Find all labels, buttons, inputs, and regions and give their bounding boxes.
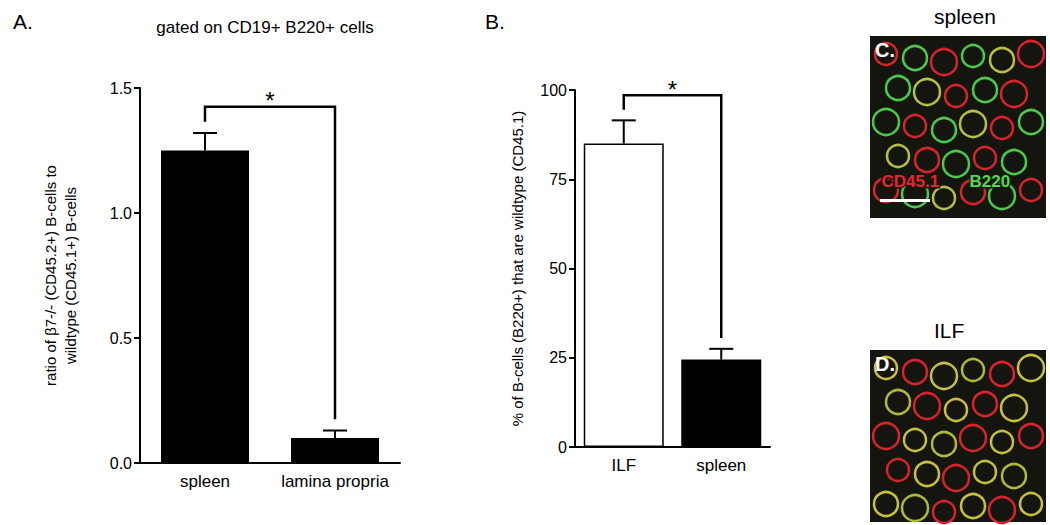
svg-text:75: 75 — [549, 171, 567, 188]
svg-text:0: 0 — [558, 439, 567, 456]
svg-text:*: * — [265, 87, 274, 114]
svg-text:spleen: spleen — [180, 472, 230, 491]
svg-text:ratio of β7-/- (CD45.2+) B-cel: ratio of β7-/- (CD45.2+) B-cells to — [42, 165, 59, 386]
svg-text:D.: D. — [875, 353, 895, 375]
svg-text:*: * — [668, 76, 677, 103]
svg-text:wildtype (CD45.1+) B-cells: wildtype (CD45.1+) B-cells — [62, 187, 79, 365]
svg-text:spleen: spleen — [934, 5, 996, 28]
svg-text:% of B-cells (B220+) that are: % of B-cells (B220+) that are wildtype (… — [509, 111, 526, 427]
svg-text:gated on CD19+ B220+ cells: gated on CD19+ B220+ cells — [156, 18, 373, 37]
svg-text:0.0: 0.0 — [110, 455, 132, 472]
svg-text:ILF: ILF — [934, 319, 964, 342]
svg-text:lamina propria: lamina propria — [281, 472, 389, 491]
svg-text:B.: B. — [485, 10, 505, 33]
svg-text:100: 100 — [540, 82, 567, 99]
svg-text:25: 25 — [549, 349, 567, 366]
svg-text:C.: C. — [875, 39, 895, 61]
svg-text:A.: A. — [13, 10, 33, 33]
svg-text:0.5: 0.5 — [110, 330, 132, 347]
svg-text:50: 50 — [549, 260, 567, 277]
svg-text:1.0: 1.0 — [110, 205, 132, 222]
svg-text:ILF: ILF — [611, 456, 636, 475]
svg-text:B220: B220 — [970, 172, 1011, 191]
svg-text:1.5: 1.5 — [110, 80, 132, 97]
svg-text:spleen: spleen — [696, 456, 746, 475]
svg-text:CD45.1: CD45.1 — [882, 172, 940, 191]
